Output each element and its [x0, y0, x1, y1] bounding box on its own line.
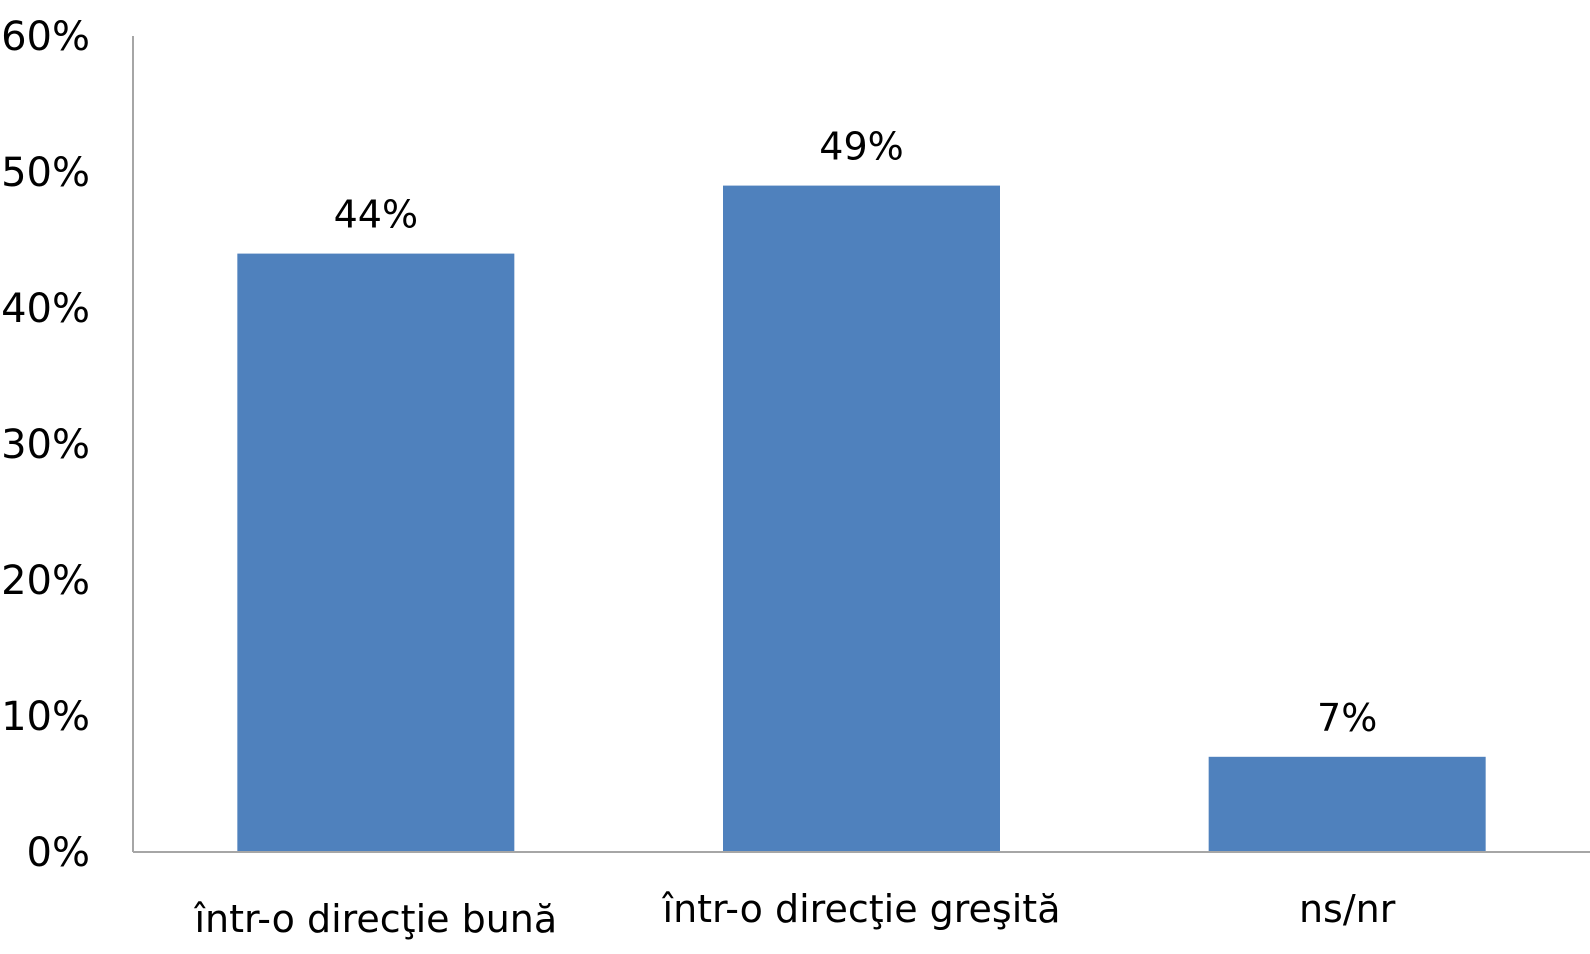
y-axis-ticks: 0% 10% 20% 30% 40% 50% 60%: [1, 14, 90, 876]
x-axis-labels: într-o direcţie bună într-o direcţie greş…: [193, 887, 1395, 941]
data-labels: 44% 49% 7%: [334, 125, 1378, 740]
y-tick-label: 60%: [1, 14, 90, 60]
y-tick-label: 40%: [1, 286, 90, 332]
bar-value-label: 7%: [1317, 696, 1377, 740]
bar: [723, 185, 1000, 853]
y-tick-label: 30%: [1, 422, 90, 468]
x-category-label: într-o direcţie greşită: [662, 887, 1061, 931]
bar: [1208, 756, 1486, 852]
x-category-label: ns/nr: [1299, 887, 1396, 931]
y-tick-label: 50%: [1, 150, 90, 196]
y-tick-label: 20%: [1, 558, 90, 604]
bar-value-label: 44%: [334, 193, 418, 237]
bar-value-label: 49%: [819, 125, 903, 169]
bar: [237, 253, 515, 853]
y-tick-label: 10%: [1, 694, 90, 740]
x-category-label: într-o direcţie bună: [193, 897, 557, 941]
y-tick-label: 0%: [27, 830, 90, 876]
bars: [237, 185, 1486, 853]
